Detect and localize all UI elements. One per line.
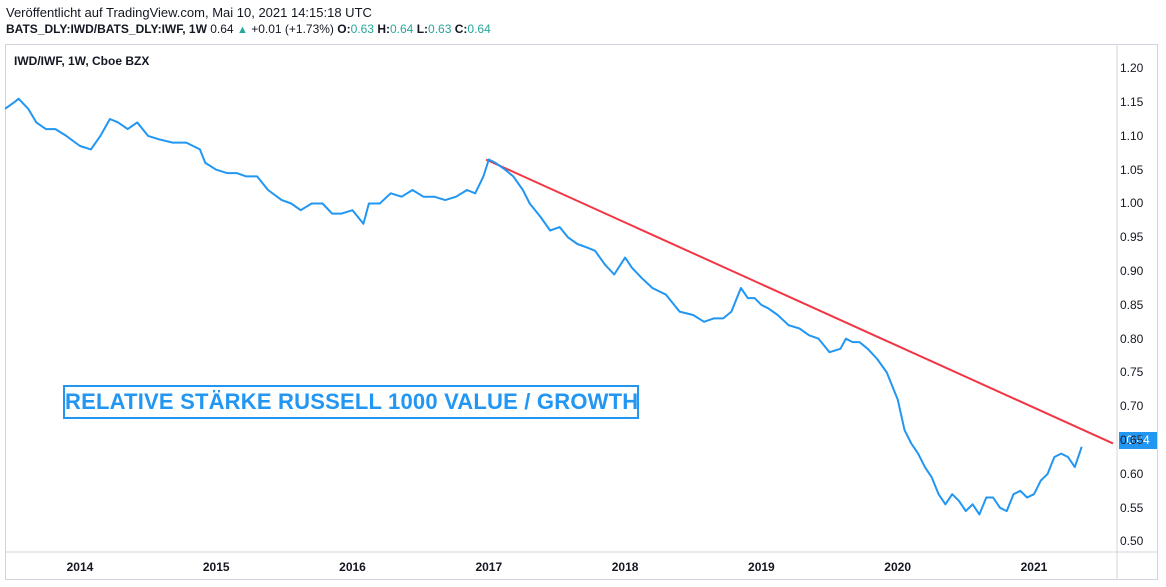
annotation-box: RELATIVE STÄRKE RUSSELL 1000 VALUE / GRO… <box>63 385 639 419</box>
y-tick-label: 0.60 <box>1120 466 1144 481</box>
y-tick-label: 0.75 <box>1120 365 1144 380</box>
close-value: 0.64 <box>467 22 491 36</box>
published-note: Veröffentlicht auf TradingView.com, Mai … <box>6 5 372 20</box>
last-price-badge: 0.64 <box>1119 432 1157 449</box>
high-value: 0.64 <box>389 22 414 36</box>
x-tick-label: 2018 <box>611 560 639 574</box>
chart-frame <box>5 44 1158 580</box>
y-tick-label: 1.05 <box>1120 162 1144 177</box>
y-tick-label: 0.55 <box>1120 500 1144 515</box>
y-tick-label: 0.80 <box>1120 331 1144 346</box>
y-tick-label: 1.20 <box>1120 61 1144 76</box>
x-tick-label: 2019 <box>748 560 775 574</box>
low-value: 0.63 <box>428 22 452 36</box>
chart-title: IWD/IWF, 1W, Cboe BZX <box>14 54 150 68</box>
high-label: H: <box>377 22 390 36</box>
low-label: L: <box>416 22 429 36</box>
y-tick-label: 0.50 <box>1120 534 1144 549</box>
x-tick-label: 2021 <box>1020 560 1048 574</box>
y-tick-label: 0.95 <box>1120 230 1144 245</box>
open-value: 0.63 <box>350 22 374 36</box>
change-value: +0.01 (+1.73%) <box>251 22 334 36</box>
y-tick-label: 0.90 <box>1120 264 1144 279</box>
x-tick-label: 2016 <box>339 560 366 574</box>
series-line[interactable] <box>4 97 1083 516</box>
close-label: C: <box>454 22 468 36</box>
y-tick-label: 1.15 <box>1120 95 1144 110</box>
symbol-name: BATS_DLY:IWD/BATS_DLY:IWF, 1W <box>6 22 207 36</box>
x-tick-label: 2020 <box>884 560 911 574</box>
open-label: O: <box>337 22 351 36</box>
x-tick-label: 2014 <box>66 560 94 574</box>
y-tick-label: 0.85 <box>1120 297 1144 312</box>
last-value: 0.64 <box>210 22 234 36</box>
trendline[interactable] <box>485 158 1114 445</box>
up-triangle-icon: ▲ <box>236 24 248 36</box>
x-tick-label: 2015 <box>202 560 230 574</box>
y-tick-label: 0.65 <box>1120 433 1144 448</box>
y-tick-label: 1.10 <box>1120 128 1144 143</box>
y-tick-label: 0.70 <box>1120 399 1144 414</box>
y-tick-label: 1.00 <box>1120 196 1144 211</box>
symbol-legend: BATS_DLY:IWD/BATS_DLY:IWF, 1W 0.64 ▲ +0.… <box>6 22 491 36</box>
x-tick-label: 2017 <box>475 560 503 574</box>
